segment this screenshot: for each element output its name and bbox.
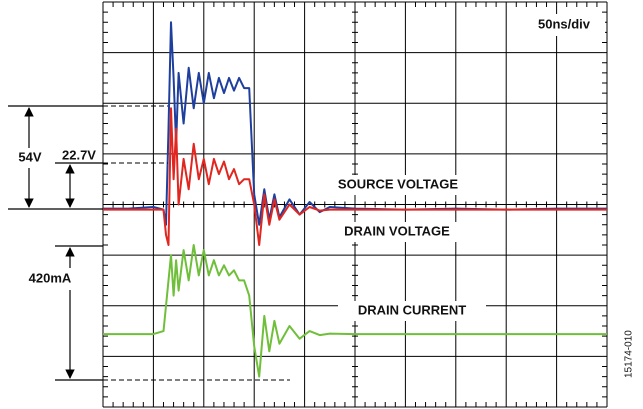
timebase-label: 50ns/div [538,16,591,31]
figure-id: 15174-010 [624,330,635,378]
label-bg [338,301,486,321]
annotation: 22.7V [62,147,96,162]
annotation: 420mA [29,270,72,285]
annotations [8,105,290,381]
label-bg [322,222,472,242]
annotation: DRAIN VOLTAGE [344,223,450,238]
annotation: SOURCE VOLTAGE [338,176,458,191]
label-bg [523,14,605,36]
annotation: DRAIN CURRENT [358,302,466,317]
label-bg [313,175,483,195]
annotation: 54V [18,149,41,164]
traces [103,21,607,378]
trace [103,107,607,246]
trace [103,244,607,378]
